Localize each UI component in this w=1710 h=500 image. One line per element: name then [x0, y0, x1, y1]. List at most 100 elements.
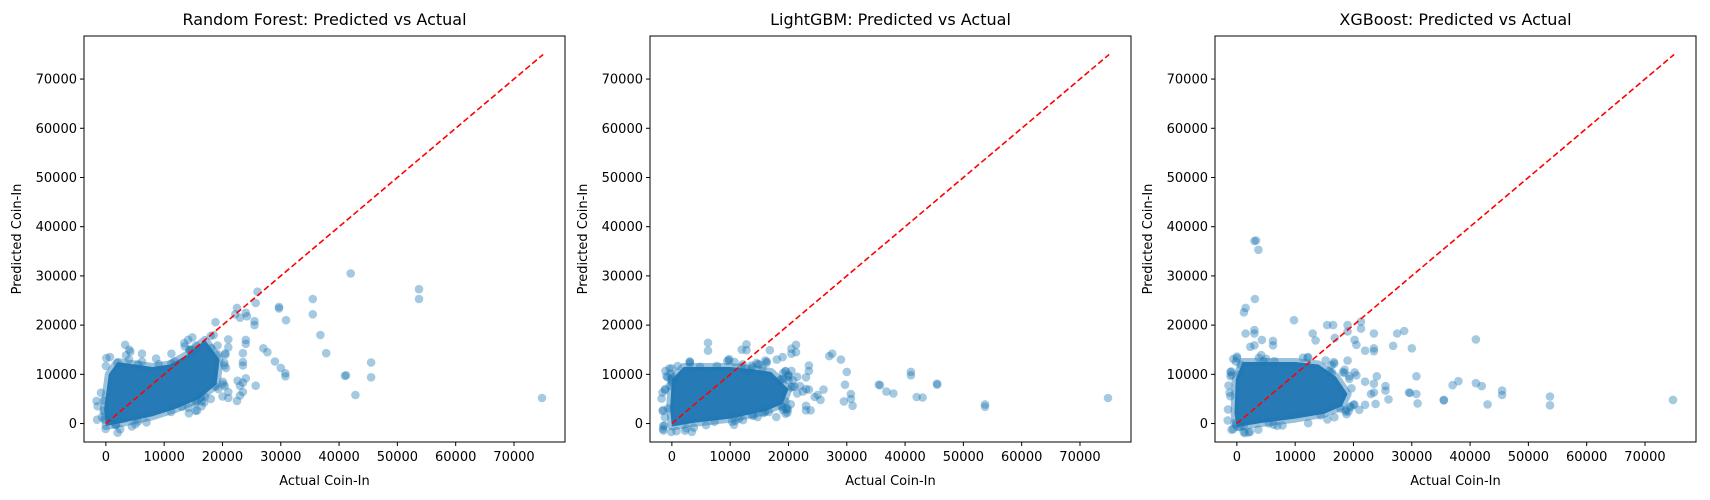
data-point: [659, 426, 668, 435]
data-point: [1412, 389, 1421, 399]
data-point: [777, 402, 786, 411]
data-point: [191, 341, 201, 350]
data-point: [241, 339, 251, 349]
y-tick-label: 0: [1200, 417, 1208, 432]
data-point: [1384, 395, 1393, 404]
y-tick-label: 0: [69, 417, 77, 432]
data-point: [224, 393, 233, 403]
y-axis-label: Predicted Coin-In: [576, 184, 591, 295]
data-point: [784, 371, 793, 380]
data-point: [235, 313, 245, 323]
data-point: [177, 402, 187, 412]
data-point: [1223, 405, 1233, 414]
y-tick-label: 10000: [602, 368, 643, 383]
data-point: [906, 371, 916, 380]
x-tick-label: 70000: [1624, 450, 1665, 465]
data-point: [180, 342, 190, 351]
data-point: [782, 403, 792, 413]
data-point: [1327, 360, 1336, 370]
y-axis: 0 10000 20000 30000 40000 50000 60000 70000: [36, 73, 84, 432]
data-point: [102, 353, 111, 363]
data-point: [685, 357, 695, 366]
data-point: [703, 346, 713, 356]
data-point: [1497, 386, 1507, 395]
data-point: [126, 347, 135, 357]
data-point: [1360, 400, 1370, 410]
data-point: [1227, 370, 1236, 380]
data-point: [1256, 350, 1266, 360]
data-point: [932, 379, 942, 389]
data-point: [1439, 395, 1449, 405]
y-tick-label: 20000: [36, 319, 77, 334]
x-tick-label: 0: [102, 450, 110, 465]
data-point: [241, 308, 251, 318]
data-point: [209, 330, 218, 340]
data-point: [791, 340, 801, 350]
data-point: [1250, 294, 1260, 304]
data-point: [263, 347, 272, 357]
x-axis: 0 10000 20000 30000 40000 50000 60000 70000: [668, 442, 1101, 465]
data-point: [1497, 390, 1507, 400]
data-point: [113, 428, 122, 438]
data-point: [366, 358, 376, 367]
y-tick-label: 40000: [1167, 220, 1208, 235]
x-tick-label: 10000: [143, 450, 184, 465]
data-point: [170, 357, 179, 366]
data-point: [1343, 327, 1352, 336]
data-point: [1239, 427, 1248, 437]
data-point: [660, 413, 670, 422]
data-point: [127, 422, 137, 431]
data-point: [308, 294, 318, 304]
data-point: [1224, 381, 1233, 390]
data-point: [1303, 353, 1312, 363]
data-point: [1343, 356, 1352, 365]
data-point: [1261, 354, 1271, 364]
data-point: [1236, 360, 1245, 370]
data-point: [105, 352, 115, 362]
data-point: [1381, 381, 1390, 391]
data-point: [219, 380, 228, 389]
data-point: [1340, 368, 1349, 378]
data-point: [281, 372, 290, 381]
data-point: [1349, 400, 1358, 410]
data-point: [783, 404, 793, 414]
data-point: [137, 357, 147, 366]
data-point: [274, 302, 284, 312]
data-point: [755, 360, 764, 369]
data-point: [341, 371, 351, 380]
data-point: [191, 399, 200, 408]
data-point: [1250, 236, 1259, 246]
data-point: [801, 406, 811, 415]
data-point: [1264, 419, 1274, 428]
data-point: [906, 367, 916, 377]
data-point: [663, 373, 672, 382]
data-point: [1231, 357, 1241, 366]
data-point: [1308, 329, 1317, 338]
x-tick-label: 10000: [1274, 450, 1315, 465]
data-point: [731, 416, 740, 426]
data-point: [1323, 415, 1332, 424]
y-tick-label: 60000: [36, 122, 77, 137]
y-tick-label: 50000: [36, 171, 77, 186]
data-point: [778, 368, 788, 378]
data-point: [1316, 411, 1325, 420]
x-tick-label: 10000: [709, 450, 750, 465]
data-point: [124, 345, 134, 355]
y-tick-label: 70000: [1167, 73, 1208, 88]
data-point: [737, 362, 746, 371]
data-point: [184, 403, 193, 413]
data-point: [232, 396, 242, 406]
data-point: [242, 312, 252, 321]
data-point: [1250, 341, 1259, 350]
x-axis: 0 10000 20000 30000 40000 50000 60000 70000: [1233, 442, 1666, 465]
data-point: [321, 348, 331, 358]
x-tick-label: 40000: [884, 450, 925, 465]
data-point: [658, 405, 668, 415]
data-point: [748, 362, 757, 372]
data-point: [1350, 368, 1359, 377]
data-point: [724, 356, 734, 365]
data-point: [220, 361, 229, 370]
data-point: [795, 381, 805, 391]
data-point: [784, 375, 793, 385]
data-point: [779, 375, 788, 384]
